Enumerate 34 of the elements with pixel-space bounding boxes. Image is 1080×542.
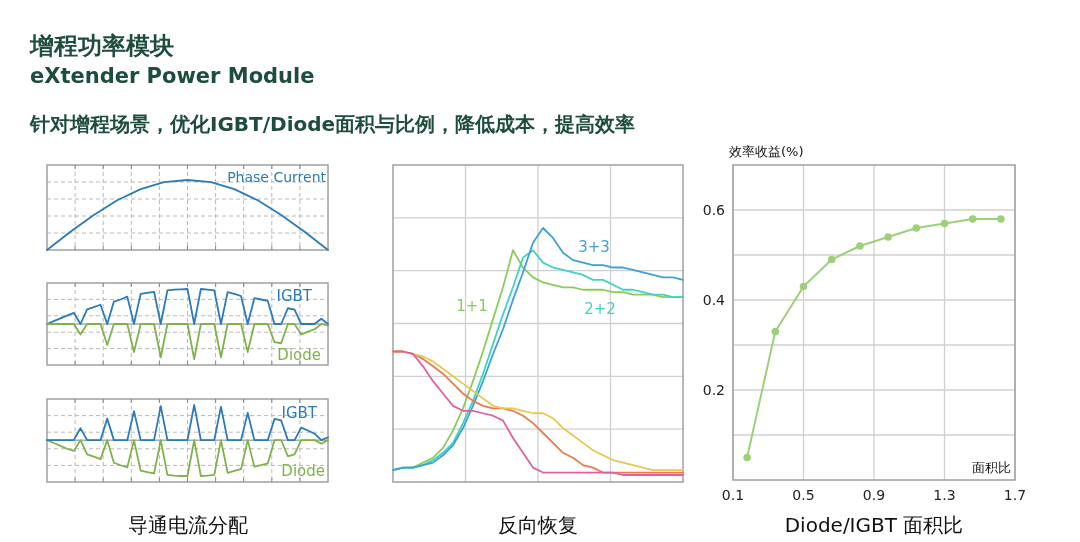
point [940,219,949,228]
series-label: 1+1 [456,297,488,315]
series-label: IGBT [281,404,318,422]
x-axis-title: Diode/IGBT 面积比 [784,513,964,537]
x-axis-title: 导通电流分配 [127,513,248,537]
series-label: 2+2 [584,300,616,318]
x-tick-label: 1.7 [1003,487,1027,503]
point [771,327,780,336]
x-tick-label: 0.5 [792,487,815,503]
series-label: 3+3 [578,238,610,256]
series-label: IGBT [276,287,313,305]
series-label: Diode [277,346,321,364]
y-tick-label: 0.6 [702,202,726,218]
text: eXtender Power Module [30,64,315,88]
text: 针对增程场景，优化IGBT/Diode面积与比例，降低成本，提高效率 [29,112,636,136]
point [799,282,808,291]
y-tick-label: 0.4 [702,292,726,308]
y-axis-title: 效率收益(%) [729,144,804,159]
point [912,224,921,232]
annotation: 面积比 [972,460,1011,475]
x-tick-label: 1.3 [933,487,956,503]
y-tick-label: 0.2 [702,382,725,398]
point [743,453,751,462]
point [968,215,977,223]
point [827,255,836,264]
series-label: Phase Current [227,169,327,185]
x-tick-label: 0.1 [721,487,745,503]
x-tick-label: 0.9 [862,487,886,503]
text: 增程功率模块 [29,32,174,60]
point [856,242,864,250]
series-label: Diode [281,462,325,480]
point [884,233,892,241]
x-axis-title: 反向恢复 [498,513,578,537]
point [997,215,1005,223]
